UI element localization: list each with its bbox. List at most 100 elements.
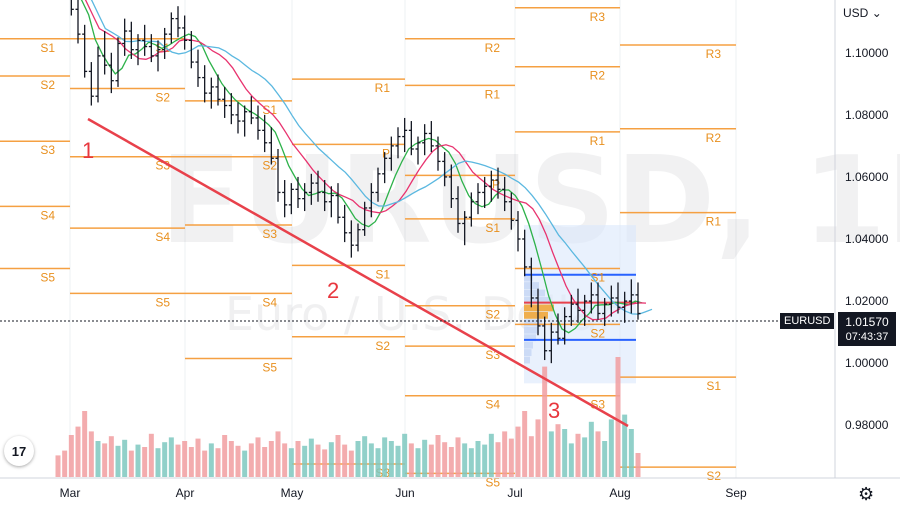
tradingview-logo-icon[interactable]: 17: [4, 436, 34, 466]
pivot-label-9: S5: [155, 295, 170, 309]
volume-bar-20: [188, 447, 194, 477]
volume-bar-24: [215, 448, 221, 477]
downtrend-line[interactable]: [87, 117, 629, 428]
ohlc-bar-16: [162, 27, 168, 59]
gear-icon[interactable]: ⚙: [858, 484, 875, 504]
volume-bar-5: [88, 431, 94, 477]
volume-bar-56: [428, 444, 434, 477]
volume-bar-18: [175, 444, 181, 477]
ohlc-bar-42: [335, 183, 341, 224]
volume-bar-48: [375, 448, 381, 477]
ohlc-bar-49: [382, 152, 388, 184]
volume-bar-81: [595, 431, 601, 477]
volume-bar-71: [528, 436, 534, 477]
currency-selector[interactable]: USD ⌄: [843, 6, 882, 20]
ohlc-bar-67: [502, 176, 508, 212]
ohlc-bar-57: [435, 136, 441, 171]
pivot-label-37: S1: [706, 379, 721, 393]
ohlc-bar-74: [548, 322, 554, 364]
volume-bar-23: [208, 443, 214, 477]
ohlc-bar-59: [448, 164, 454, 208]
volume-bar-60: [455, 437, 461, 477]
ohlc-bar-10: [122, 18, 128, 56]
time-tick-2: May: [281, 486, 304, 500]
pivot-label-13: S4: [262, 295, 277, 309]
pivot-label-33: S3: [590, 398, 605, 412]
ohlc-bar-60: [455, 186, 461, 233]
time-tick-3: Jun: [395, 486, 414, 500]
pivot-label-1: S2: [40, 78, 55, 92]
ohlc-bar-75: [555, 313, 561, 345]
pivot-label-38: S2: [706, 469, 721, 483]
vp-row-0: [524, 274, 533, 282]
volume-bar-4: [82, 411, 88, 477]
pivot-label-24: S2: [485, 308, 500, 322]
volume-bar-54: [415, 448, 421, 477]
time-tick-6: Sep: [725, 486, 747, 500]
price-axis[interactable]: 1.10000 1.08000 1.06000 1.04000 1.02000 1.000…: [845, 46, 889, 432]
symbol-tag: EURUSD: [780, 313, 835, 329]
volume-bar-67: [502, 431, 508, 477]
ohlc-bar-30: [255, 105, 261, 140]
ohlc-bar-8: [108, 52, 114, 94]
volume-bar-26: [228, 441, 234, 477]
time-axis[interactable]: Mar Apr May Jun Jul Aug Sep: [60, 486, 747, 500]
volume-bar-75: [555, 424, 561, 477]
volume-bar-66: [495, 442, 501, 477]
ohlc-bar-47: [368, 183, 374, 218]
ohlc-bar-53: [408, 121, 414, 156]
pivot-label-32: S2: [590, 326, 605, 340]
ohlc-bar-58: [442, 152, 448, 187]
ohlc-bar-72: [535, 288, 541, 336]
pivot-label-35: R2: [706, 131, 722, 145]
last-price-value: 1.01570: [845, 315, 889, 329]
ohlc-bar-81: [595, 282, 601, 320]
pivot-label-14: S5: [262, 361, 277, 375]
volume-bar-57: [435, 435, 441, 477]
ohlc-bar-54: [415, 136, 421, 165]
ohlc-bar-65: [488, 170, 494, 202]
volume-bar-30: [255, 437, 261, 477]
volume-bar-46: [362, 436, 368, 477]
pivot-label-26: S4: [485, 398, 500, 412]
pivot-label-22: P: [492, 177, 500, 191]
volume-bar-50: [388, 441, 394, 477]
volume-bar-70: [522, 411, 528, 477]
bar-countdown: 07:43:37: [845, 331, 889, 343]
ohlc-bar-34: [282, 180, 288, 218]
volume-bar-19: [182, 441, 188, 477]
volume-bar-40: [322, 449, 328, 477]
price-tick-4: 1.02000: [845, 294, 889, 308]
ohlc-bar-36: [295, 176, 301, 208]
volume-bar-34: [282, 443, 288, 477]
volume-bar-58: [442, 442, 448, 477]
ohlc-bar-87: [635, 282, 641, 320]
ohlc-bar-28: [242, 105, 248, 137]
volume-bar-76: [562, 429, 568, 477]
volume-bar-38: [308, 438, 314, 477]
pivot-label-0: S1: [40, 41, 55, 55]
ohlc-bar-44: [348, 220, 354, 258]
volume-bar-14: [148, 433, 154, 477]
ohlc-bar-76: [562, 307, 568, 345]
volume-bar-78: [575, 433, 581, 477]
volume-bar-82: [602, 441, 608, 477]
volume-bar-37: [302, 445, 308, 477]
ohlc-bar-2: [70, 0, 74, 16]
volume-bar-2: [68, 435, 74, 477]
pivot-label-16: P: [382, 146, 390, 160]
pivot-label-28: R3: [590, 10, 606, 24]
last-price-tag: 1.01570 07:43:37: [838, 312, 896, 346]
pivot-label-12: S3: [262, 227, 277, 241]
ohlc-bar-9: [115, 37, 121, 87]
ohlc-bar-35: [288, 183, 294, 215]
volume-bar-62: [468, 448, 474, 477]
volume-bar-61: [462, 443, 468, 477]
pivot-label-34: R3: [706, 47, 722, 61]
ohlc-bar-66: [495, 167, 501, 199]
ohlc-bar-68: [508, 192, 514, 230]
pivot-label-15: R1: [375, 81, 391, 95]
ma-mid-line: [84, 0, 647, 321]
volume-bar-84: [615, 357, 621, 477]
